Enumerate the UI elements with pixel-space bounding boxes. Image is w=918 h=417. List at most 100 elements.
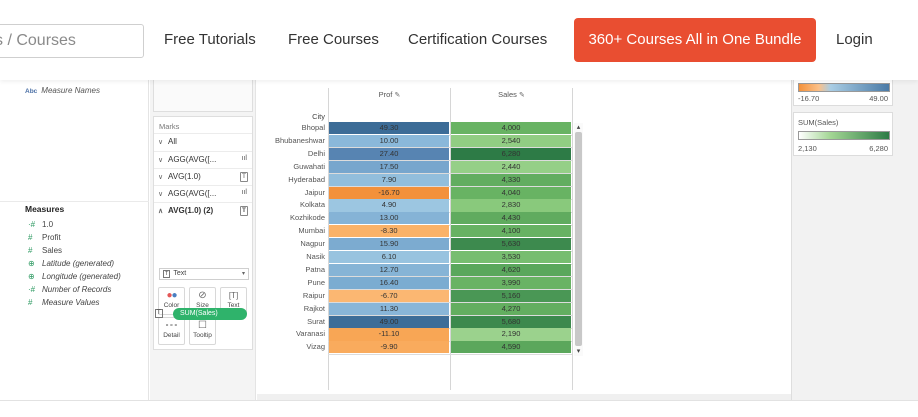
marks-row[interactable]: ∧ AVG(1.0) (2) T: [154, 202, 252, 219]
bar-chart-icon: ııl: [241, 189, 247, 196]
marks-row[interactable]: ∨ AVG(1.0) T: [154, 168, 252, 185]
profit-cell[interactable]: 7.90: [329, 173, 449, 186]
measure-label: Number of Records: [42, 285, 112, 294]
marks-title: Marks: [159, 122, 180, 131]
sales-cell[interactable]: 4,590: [451, 341, 571, 354]
city-label: Nasik: [306, 252, 325, 261]
profit-cell[interactable]: 12.70: [329, 263, 449, 277]
sales-cell[interactable]: 6,280: [451, 147, 571, 160]
nav-free-courses[interactable]: Free Courses: [288, 31, 379, 48]
sales-cell[interactable]: 5,680: [451, 315, 571, 328]
measure-item[interactable]: ⊕ Longitude (generated): [28, 272, 121, 281]
profit-cell[interactable]: 13.00: [329, 212, 449, 225]
profit-cell[interactable]: -11.10: [329, 328, 449, 341]
bundle-button[interactable]: 360+ Courses All in One Bundle: [574, 18, 816, 62]
profit-cell[interactable]: 17.50: [329, 160, 449, 173]
row-separator: [328, 173, 572, 175]
sales-cell[interactable]: 2,830: [451, 199, 571, 212]
search-input[interactable]: s / Courses: [0, 24, 144, 58]
profit-cell[interactable]: -8.30: [329, 225, 449, 238]
scroll-down-icon[interactable]: ▾: [576, 348, 581, 355]
measure-item[interactable]: ·# Number of Records: [28, 285, 111, 294]
grid-line: [328, 88, 329, 390]
text-icon: T: [155, 309, 163, 318]
row-separator: [328, 186, 572, 188]
profit-cell[interactable]: 27.40: [329, 147, 449, 160]
nav-free-tutorials[interactable]: Free Tutorials: [164, 31, 256, 48]
measure-item[interactable]: # Measure Values: [28, 298, 100, 307]
sales-cell[interactable]: 4,620: [451, 263, 571, 277]
dimension-item[interactable]: Abc Measure Names: [25, 86, 100, 95]
row-separator: [328, 302, 572, 304]
sales-cell[interactable]: 4,270: [451, 302, 571, 315]
profit-cell[interactable]: 4.90: [329, 199, 449, 212]
column-header-sales[interactable]: Sales ✎: [451, 90, 572, 99]
mark-type-select[interactable]: T Text ▾: [159, 268, 249, 280]
marks-row-label: AVG(1.0) (2): [168, 206, 214, 215]
marks-row-label: AVG(1.0): [168, 172, 201, 181]
measure-item[interactable]: ⊕ Latitude (generated): [28, 259, 114, 268]
profit-cell[interactable]: -9.90: [329, 341, 449, 354]
sales-cell[interactable]: 5,160: [451, 289, 571, 302]
measure-item[interactable]: ·# 1.0: [28, 220, 53, 229]
sales-cell[interactable]: 3,990: [451, 276, 571, 289]
profit-color-legend[interactable]: -16.70 49.00: [793, 78, 893, 106]
city-label: Hyderabad: [288, 174, 325, 184]
profit-cell[interactable]: 49.30: [329, 122, 449, 135]
sales-color-legend[interactable]: SUM(Sales) 2,130 6,280: [793, 112, 893, 156]
detail-button[interactable]: ∘∘∘ Detail: [158, 317, 185, 345]
row-separator: [328, 340, 572, 342]
measure-item[interactable]: # Sales: [28, 246, 62, 255]
sum-sales-pill[interactable]: SUM(Sales): [173, 308, 247, 320]
tooltip-label: Tooltip: [193, 332, 212, 339]
text-label: Text: [227, 302, 240, 309]
profit-cell[interactable]: 10.00: [329, 134, 449, 148]
filters-shelf[interactable]: [153, 80, 253, 112]
profit-cell[interactable]: 6.10: [329, 251, 449, 264]
chevron-up-icon: ∧: [158, 208, 164, 215]
marks-row[interactable]: ∨ All: [154, 133, 252, 150]
profit-cell[interactable]: -16.70: [329, 186, 449, 199]
profit-cell[interactable]: 11.30: [329, 302, 449, 315]
column-header-prof[interactable]: Prof ✎: [329, 90, 450, 99]
row-separator: [328, 199, 572, 200]
scroll-up-icon[interactable]: ▴: [576, 124, 581, 131]
profit-cell[interactable]: -6.70: [329, 289, 449, 302]
text-icon: [T]: [228, 291, 239, 300]
sales-cell[interactable]: 4,040: [451, 186, 571, 199]
chevron-down-icon: ∨: [158, 139, 164, 146]
sales-gradient: [798, 131, 890, 140]
scrollbar-thumb[interactable]: [575, 132, 582, 346]
profit-cell[interactable]: 49.00: [329, 315, 449, 328]
sales-cell[interactable]: 3,530: [451, 251, 571, 264]
text-icon: T: [240, 206, 248, 216]
login-link[interactable]: Login: [836, 31, 873, 48]
measure-label: 1.0: [42, 220, 54, 229]
tooltip-button[interactable]: ☐ Tooltip: [189, 317, 216, 345]
nav-certification-courses[interactable]: Certification Courses: [408, 31, 548, 48]
city-label: Pune: [307, 277, 325, 287]
sales-cell[interactable]: 4,430: [451, 212, 571, 225]
measure-label: Longitude (generated): [42, 272, 121, 281]
marks-row-label: AGG(AVG([...: [168, 189, 217, 198]
sales-cell[interactable]: 5,630: [451, 238, 571, 251]
sales-cell[interactable]: 4,100: [451, 225, 571, 238]
grid-line: [572, 88, 573, 390]
marks-row[interactable]: ∨ AGG(AVG([... ııl: [154, 151, 252, 168]
sales-cell[interactable]: 4,000: [451, 122, 571, 135]
legend-max: 49.00: [869, 94, 888, 103]
sales-cell[interactable]: 2,440: [451, 160, 571, 173]
sales-cell[interactable]: 2,190: [451, 328, 571, 341]
legend-max: 6,280: [869, 144, 888, 153]
measure-item[interactable]: # Profit: [28, 233, 61, 242]
profit-cell[interactable]: 16.40: [329, 276, 449, 289]
city-label: Bhopal: [301, 123, 325, 132]
sales-cell[interactable]: 2,540: [451, 134, 571, 148]
row-separator: [328, 315, 572, 317]
profit-cell[interactable]: 15.90: [329, 238, 449, 251]
sales-cell[interactable]: 4,330: [451, 173, 571, 186]
marks-row[interactable]: ∨ AGG(AVG([... ııl: [154, 185, 252, 202]
color-icon: ●●: [166, 290, 177, 301]
color-label: Color: [163, 302, 180, 309]
shelf-pane: Marks ∨ All ∨ AGG(AVG([... ııl ∨ AVG(1.0) T ∨ AGG…: [150, 80, 256, 400]
